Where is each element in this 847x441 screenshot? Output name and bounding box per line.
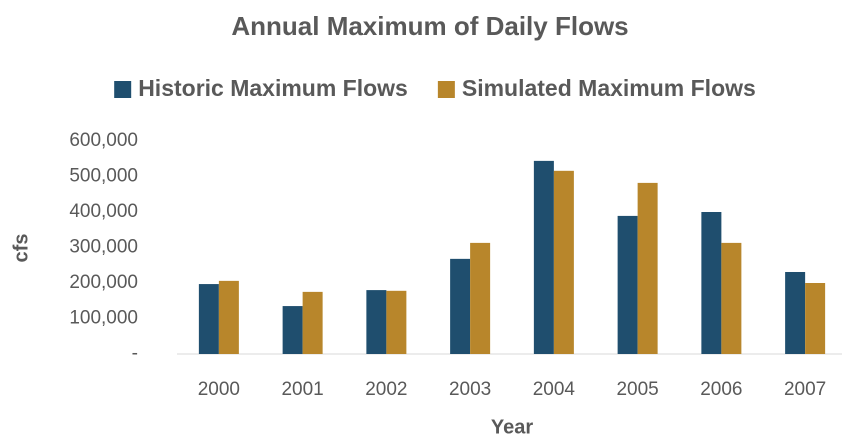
bar xyxy=(302,291,323,354)
y-tick-label: 300,000 xyxy=(69,237,138,258)
x-axis-title: Year xyxy=(491,416,533,438)
bar xyxy=(198,284,219,354)
chart-title: Annual Maximum of Daily Flows xyxy=(231,11,628,41)
x-tick-label: 2001 xyxy=(281,379,323,400)
bar xyxy=(282,306,303,354)
bar xyxy=(785,271,806,354)
bar xyxy=(533,160,554,354)
bar xyxy=(470,242,491,354)
x-tick-label: 2002 xyxy=(365,379,407,400)
y-tick-label: 100,000 xyxy=(69,308,138,329)
bar xyxy=(450,258,471,354)
legend-swatch xyxy=(114,81,132,98)
x-tick-label: 2003 xyxy=(449,379,491,400)
x-tick-label: 2007 xyxy=(784,379,826,400)
legend-label: Simulated Maximum Flows xyxy=(462,75,756,101)
bar xyxy=(553,170,574,354)
bar xyxy=(637,182,658,354)
bar xyxy=(366,290,387,354)
bar xyxy=(386,290,407,354)
y-tick-label: 400,000 xyxy=(69,201,138,222)
legend-label: Historic Maximum Flows xyxy=(138,75,408,101)
x-tick-label: 2005 xyxy=(616,379,658,400)
bar xyxy=(721,242,742,354)
x-tick-label: 2006 xyxy=(700,379,742,400)
x-tick-label: 2004 xyxy=(533,379,576,400)
bar xyxy=(805,283,826,354)
bar xyxy=(701,212,722,354)
bar xyxy=(617,215,638,354)
y-axis-title: cfs xyxy=(10,234,32,263)
y-tick-label: 500,000 xyxy=(69,166,138,187)
y-tick-label: 200,000 xyxy=(69,272,138,293)
y-tick-label: - xyxy=(132,343,138,364)
bar xyxy=(218,280,239,354)
y-tick-label: 600,000 xyxy=(69,130,138,151)
legend: Historic Maximum Flows Simulated Maximum … xyxy=(114,75,756,101)
legend-swatch xyxy=(437,81,455,98)
x-tick-label: 2000 xyxy=(198,379,240,400)
